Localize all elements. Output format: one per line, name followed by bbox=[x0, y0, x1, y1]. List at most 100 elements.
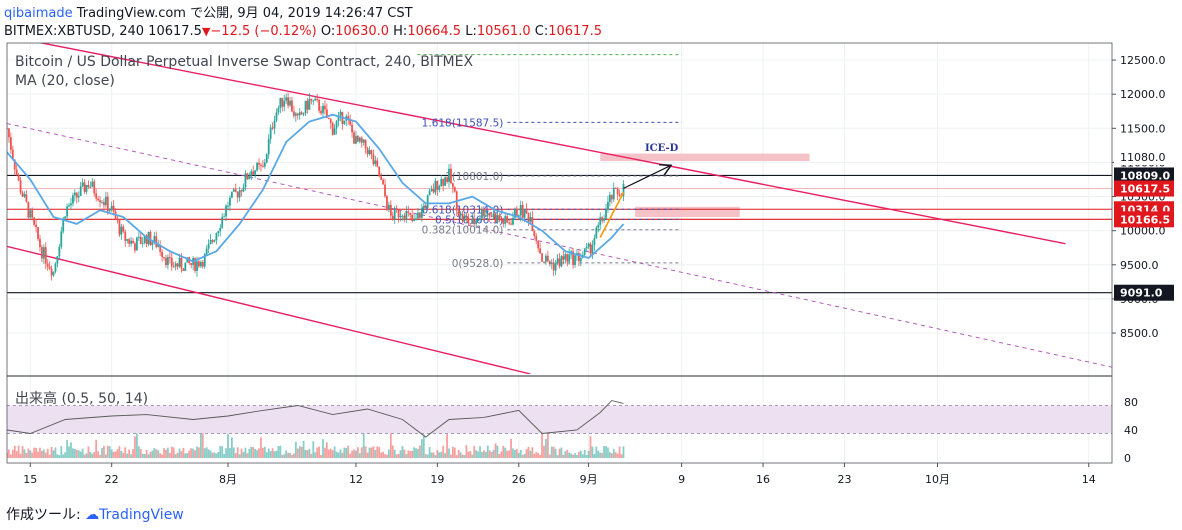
candle-body bbox=[143, 235, 146, 243]
volume-bar bbox=[302, 440, 305, 458]
candle-body bbox=[168, 257, 171, 259]
candle-body bbox=[13, 159, 16, 170]
volume-bar bbox=[291, 454, 293, 458]
candle-body bbox=[457, 210, 460, 216]
candle-body bbox=[376, 160, 379, 167]
horizontal-price-lines bbox=[7, 174, 1112, 294]
volume-bar bbox=[223, 453, 226, 458]
candle-body bbox=[533, 231, 536, 237]
candle-body bbox=[130, 240, 132, 244]
volume-bar bbox=[108, 446, 111, 458]
volume-bar bbox=[574, 453, 576, 458]
volume-bar bbox=[134, 436, 136, 458]
candle-body bbox=[283, 100, 286, 107]
candle-body bbox=[609, 194, 611, 202]
candle-body bbox=[529, 217, 532, 222]
footer-brand[interactable]: TradingView bbox=[99, 507, 184, 523]
volume-bar bbox=[446, 429, 448, 458]
footer-credit: 作成ツール: ☁TradingView bbox=[6, 504, 184, 524]
candle-body bbox=[101, 202, 103, 204]
chart-canvas[interactable]: 1.618(11587.5)0.618(10314.0)0.5(10166.5)… bbox=[0, 0, 1182, 500]
volume-bar bbox=[355, 450, 357, 458]
candle-body bbox=[23, 194, 26, 197]
candle-body bbox=[450, 168, 452, 184]
volume-bar bbox=[616, 453, 619, 458]
candle-body bbox=[329, 119, 332, 123]
volume-bar bbox=[149, 451, 152, 458]
candle-body bbox=[225, 205, 227, 217]
candle-body bbox=[397, 209, 400, 218]
candle-body bbox=[263, 162, 266, 167]
candle-body bbox=[318, 99, 321, 111]
candle-body bbox=[287, 97, 289, 106]
volume-bar bbox=[44, 452, 47, 458]
volume-tick-label: 0 bbox=[1124, 452, 1131, 465]
volume-bar bbox=[333, 446, 336, 458]
candle-body bbox=[246, 173, 249, 180]
price-change: −12.5 (−0.12%) bbox=[210, 24, 317, 39]
price-badge-label: 10809.0 bbox=[1120, 169, 1170, 182]
price-badge-label: 10617.5 bbox=[1120, 183, 1170, 196]
volume-bar bbox=[283, 454, 286, 458]
volume-bar bbox=[525, 449, 528, 458]
volume-bar bbox=[77, 450, 80, 458]
volume-bar bbox=[192, 448, 195, 458]
author-name[interactable]: qibaimade bbox=[4, 6, 73, 21]
volume-bar bbox=[467, 451, 470, 458]
volume-bar bbox=[481, 451, 483, 458]
volume-bar bbox=[570, 453, 573, 458]
candle-body bbox=[273, 120, 276, 129]
candle-body bbox=[25, 194, 28, 202]
candle-body bbox=[85, 184, 88, 192]
ice-d-label: ICE-D bbox=[645, 143, 679, 154]
volume-bar bbox=[539, 454, 542, 458]
volume-bar bbox=[479, 446, 481, 458]
volume-bar bbox=[591, 446, 594, 458]
close-label: C: bbox=[534, 24, 549, 39]
volume-bar bbox=[384, 454, 386, 458]
volume-bar bbox=[37, 451, 39, 458]
candle-body bbox=[331, 122, 334, 135]
price-tick-label: 8500.0 bbox=[1120, 327, 1159, 340]
candle-body bbox=[419, 212, 421, 218]
volume-bar bbox=[137, 446, 140, 458]
volume-bar bbox=[244, 447, 247, 458]
volume-bar bbox=[70, 442, 72, 458]
projection-arrow bbox=[623, 166, 670, 189]
time-tick-label: 10月 bbox=[925, 473, 950, 486]
trendlines[interactable] bbox=[7, 36, 1112, 374]
volume-bar bbox=[139, 449, 142, 458]
candle-body bbox=[135, 237, 138, 251]
low-value: 10561.0 bbox=[476, 24, 531, 39]
projection-drawings[interactable] bbox=[599, 166, 670, 238]
volume-bar bbox=[182, 447, 185, 458]
resistance-zone bbox=[600, 153, 810, 162]
candle-body bbox=[87, 184, 90, 187]
volume-bar bbox=[33, 447, 36, 458]
candle-body bbox=[213, 240, 216, 242]
candle-body bbox=[364, 139, 367, 149]
price-badge-label: 9091.0 bbox=[1120, 287, 1163, 300]
volume-bar bbox=[356, 447, 359, 458]
candle-body bbox=[599, 217, 602, 225]
candle-body bbox=[541, 253, 543, 262]
volume-bar bbox=[593, 453, 596, 458]
footer-prefix: 作成ツール: bbox=[6, 507, 81, 523]
volume-bar bbox=[99, 454, 101, 458]
candle-body bbox=[622, 184, 625, 197]
candle-body bbox=[215, 233, 218, 241]
candle-body bbox=[99, 200, 101, 203]
volume-bar bbox=[147, 454, 150, 458]
candle-body bbox=[182, 268, 185, 271]
volume-bar bbox=[512, 448, 514, 458]
candle-body bbox=[479, 218, 481, 220]
candle-body bbox=[422, 206, 425, 209]
volume-bar bbox=[258, 448, 260, 458]
candle-body bbox=[475, 220, 478, 225]
volume-bar bbox=[372, 446, 375, 458]
volume-bar bbox=[482, 450, 485, 458]
fibonacci-extension[interactable]: 1.618(11587.5)0.618(10314.0)0.5(10166.5)… bbox=[417, 54, 682, 270]
high-value: 10664.5 bbox=[407, 24, 462, 39]
candle-body bbox=[558, 258, 561, 267]
candle-body bbox=[163, 257, 165, 259]
